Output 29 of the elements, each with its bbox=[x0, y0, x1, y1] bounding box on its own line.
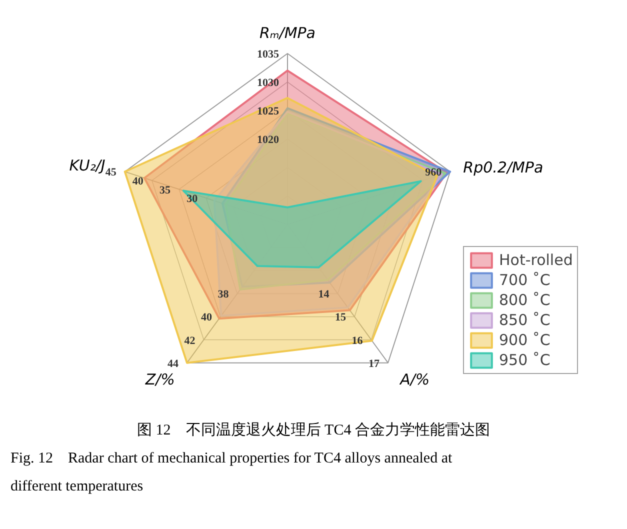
text: 42 bbox=[184, 334, 196, 347]
spoke-label: KU₂/J bbox=[69, 156, 106, 174]
caption: 图 12 不同温度退火处理后 TC4 合金力学性能雷达图 bbox=[137, 422, 490, 438]
legend-label: 700 ˚C bbox=[499, 271, 550, 289]
text: 960 bbox=[425, 166, 442, 179]
text: 30 bbox=[186, 193, 198, 206]
legend-label: 850 ˚C bbox=[499, 311, 550, 329]
text: 38 bbox=[218, 288, 229, 301]
legend-label: Hot-rolled bbox=[499, 251, 573, 269]
spoke-label: Rₘ/MPa bbox=[260, 24, 316, 42]
spoke-label: A/% bbox=[399, 370, 430, 388]
text: 1035 bbox=[256, 48, 279, 60]
caption: Fig. 12 Radar chart of mechanical properties for TC4 alloys annealed at different temperatures bbox=[10, 450, 453, 494]
text: 40 bbox=[132, 175, 144, 188]
text: 15 bbox=[334, 312, 346, 324]
text: 16 bbox=[352, 334, 363, 347]
text: 14 bbox=[318, 288, 330, 301]
spoke-label: Rp0.2/MPa bbox=[463, 158, 544, 176]
text: 17 bbox=[368, 358, 380, 370]
text: 1025 bbox=[256, 106, 279, 118]
text: 1020 bbox=[256, 134, 279, 146]
legend-label: 800 ˚C bbox=[499, 291, 550, 309]
legend-label: 900 ˚C bbox=[499, 331, 550, 349]
legend-label: 950 ˚C bbox=[499, 351, 550, 369]
text: 35 bbox=[160, 184, 171, 196]
text: 40 bbox=[200, 312, 212, 324]
text: 45 bbox=[105, 166, 116, 179]
text: 44 bbox=[167, 358, 178, 370]
spoke-label: Z/% bbox=[144, 370, 175, 388]
